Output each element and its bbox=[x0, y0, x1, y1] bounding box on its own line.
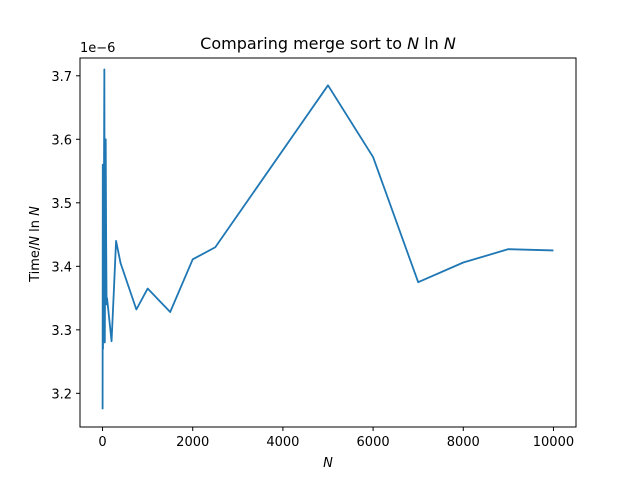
y-tick-label: 3.6 bbox=[51, 133, 72, 148]
x-axis-label: N bbox=[323, 456, 333, 471]
y-tick-label: 3.5 bbox=[51, 197, 72, 212]
y-tick-label: 3.4 bbox=[51, 260, 72, 275]
chart-title: Comparing merge sort to N ln N bbox=[200, 34, 456, 53]
x-tick-label: 8000 bbox=[447, 435, 480, 450]
x-tick-label: 4000 bbox=[266, 435, 299, 450]
y-axis-offset-label: 1e−6 bbox=[80, 41, 115, 56]
y-axis-ticks: 3.2 3.3 3.4 3.5 3.6 3.7 bbox=[51, 70, 80, 402]
series-line-1 bbox=[101, 68, 554, 410]
x-axis-ticks: 0 2000 4000 6000 8000 10000 bbox=[98, 427, 574, 450]
y-tick-label: 3.7 bbox=[51, 70, 72, 85]
y-tick-label: 3.3 bbox=[51, 324, 72, 339]
axes-frame bbox=[79, 57, 577, 428]
x-tick-label: 0 bbox=[98, 435, 106, 450]
plot-layer bbox=[101, 68, 554, 410]
y-tick-label: 3.2 bbox=[51, 387, 72, 402]
y-axis-label: Time/N ln N bbox=[28, 206, 43, 283]
x-tick-label: 2000 bbox=[176, 435, 209, 450]
x-tick-label: 10000 bbox=[533, 435, 574, 450]
x-tick-label: 6000 bbox=[357, 435, 390, 450]
